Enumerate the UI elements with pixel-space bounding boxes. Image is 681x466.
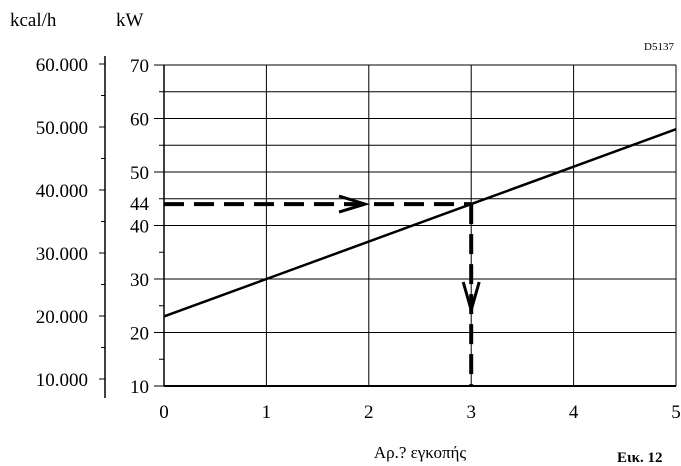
x-tick-label: 2 xyxy=(364,402,374,423)
kcal-tick-label: 40.000 xyxy=(36,181,88,202)
kw-tick-label: 50 xyxy=(130,163,149,184)
kw-tick-label: 30 xyxy=(130,270,149,291)
kw-axis-ticks: 10 20 30 40 50 60 70 44 xyxy=(130,56,164,398)
kw-highlight-label: 44 xyxy=(130,194,150,215)
kcal-tick-label: 30.000 xyxy=(36,244,88,265)
right-arrow xyxy=(338,194,371,214)
down-arrow xyxy=(461,281,481,316)
kcal-tick-label: 50.000 xyxy=(36,118,88,139)
x-tick-label: 3 xyxy=(466,402,476,423)
kw-tick-label: 10 xyxy=(130,377,149,398)
kw-series-line xyxy=(163,128,677,318)
kw-unit-label: kW xyxy=(116,10,144,31)
x-axis-ticks: 0 1 2 3 4 5 xyxy=(159,402,681,423)
kw-tick-label: 40 xyxy=(130,217,149,238)
kcal-tick-label: 60.000 xyxy=(36,55,88,76)
x-axis-label: Αρ.? εγκοπής xyxy=(374,443,467,462)
grid xyxy=(164,64,677,386)
kw-tick-label: 20 xyxy=(130,324,149,345)
series xyxy=(163,128,677,318)
x-tick-label: 5 xyxy=(671,402,681,423)
kcal-axis-ticks: 10.000 20.000 30.000 40.000 50.000 60.000 xyxy=(36,55,105,391)
x-tick-label: 1 xyxy=(262,402,272,423)
kw-tick-label: 70 xyxy=(130,56,149,77)
kcal-tick-label: 10.000 xyxy=(36,370,88,391)
kw-tick-label: 60 xyxy=(130,110,149,131)
kcal-unit-label: kcal/h xyxy=(10,10,57,31)
x-tick-label: 0 xyxy=(159,402,169,423)
reading-annotation xyxy=(164,194,481,386)
axes xyxy=(104,56,676,398)
x-tick-label: 4 xyxy=(569,402,579,423)
diagram-code: D5137 xyxy=(644,41,674,53)
kcal-tick-label: 20.000 xyxy=(36,307,88,328)
figure-label: Εικ. 12 xyxy=(617,450,662,466)
